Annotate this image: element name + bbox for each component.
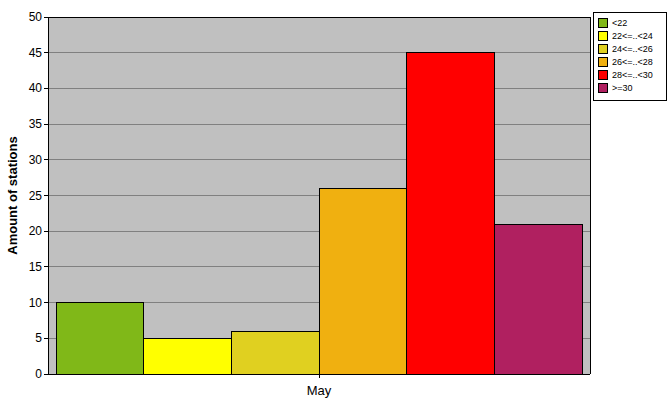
legend-swatch bbox=[598, 57, 607, 66]
y-tick-label: 15 bbox=[29, 260, 43, 274]
legend-swatch bbox=[598, 83, 607, 92]
legend-label: 22<=..<24 bbox=[612, 31, 653, 41]
plot-frame bbox=[48, 17, 590, 18]
grid-line bbox=[48, 52, 590, 53]
y-tick-label: 25 bbox=[29, 189, 43, 203]
x-tick-label: May bbox=[307, 383, 332, 398]
y-tick bbox=[44, 374, 48, 375]
bar bbox=[319, 188, 407, 374]
legend-label: 24<=..<26 bbox=[612, 44, 653, 54]
y-tick bbox=[44, 88, 48, 89]
y-tick bbox=[44, 195, 48, 196]
x-tick bbox=[319, 374, 320, 378]
grid-line bbox=[48, 159, 590, 160]
legend: <22 22<=..<24 24<=..<26 26<=..<28 28<=..<30 >… bbox=[593, 12, 666, 100]
legend-swatch bbox=[598, 70, 607, 79]
grid-line bbox=[48, 88, 590, 89]
legend-box bbox=[593, 12, 666, 100]
y-tick bbox=[44, 266, 48, 267]
chart: 0 5 10 15 20 25 30 35 40 45 50 May Amount of station… bbox=[0, 0, 667, 415]
legend-label: <22 bbox=[612, 18, 627, 28]
y-tick bbox=[44, 338, 48, 339]
y-tick-label: 45 bbox=[29, 46, 43, 60]
y-tick-label: 50 bbox=[29, 10, 43, 24]
bars bbox=[56, 53, 582, 374]
y-tick-label: 0 bbox=[35, 367, 42, 381]
grid-line bbox=[48, 17, 590, 18]
y-tick bbox=[44, 159, 48, 160]
plot-background bbox=[48, 17, 590, 374]
legend-label: 28<=..<30 bbox=[612, 70, 653, 80]
y-tick-label: 5 bbox=[35, 331, 42, 345]
y-tick-label: 10 bbox=[29, 296, 43, 310]
bar bbox=[56, 303, 144, 374]
y-tick-label: 20 bbox=[29, 224, 43, 238]
y-tick-label: 40 bbox=[29, 81, 43, 95]
bar bbox=[144, 338, 232, 374]
y-tick bbox=[44, 52, 48, 53]
y-tick bbox=[44, 124, 48, 125]
bar bbox=[407, 53, 495, 374]
y-tick bbox=[44, 17, 48, 18]
legend-swatch bbox=[598, 18, 607, 27]
y-axis-label: Amount of stations bbox=[5, 136, 20, 254]
y-tick bbox=[44, 302, 48, 303]
legend-label: >=30 bbox=[612, 83, 633, 93]
y-tick-label: 35 bbox=[29, 117, 43, 131]
legend-label: 26<=..<28 bbox=[612, 57, 653, 67]
legend-swatch bbox=[598, 31, 607, 40]
legend-swatch bbox=[598, 44, 607, 53]
bar bbox=[231, 331, 319, 374]
y-tick bbox=[44, 231, 48, 232]
bar bbox=[494, 224, 582, 374]
y-tick-label: 30 bbox=[29, 153, 43, 167]
plot-frame bbox=[590, 17, 591, 374]
grid-line bbox=[48, 124, 590, 125]
